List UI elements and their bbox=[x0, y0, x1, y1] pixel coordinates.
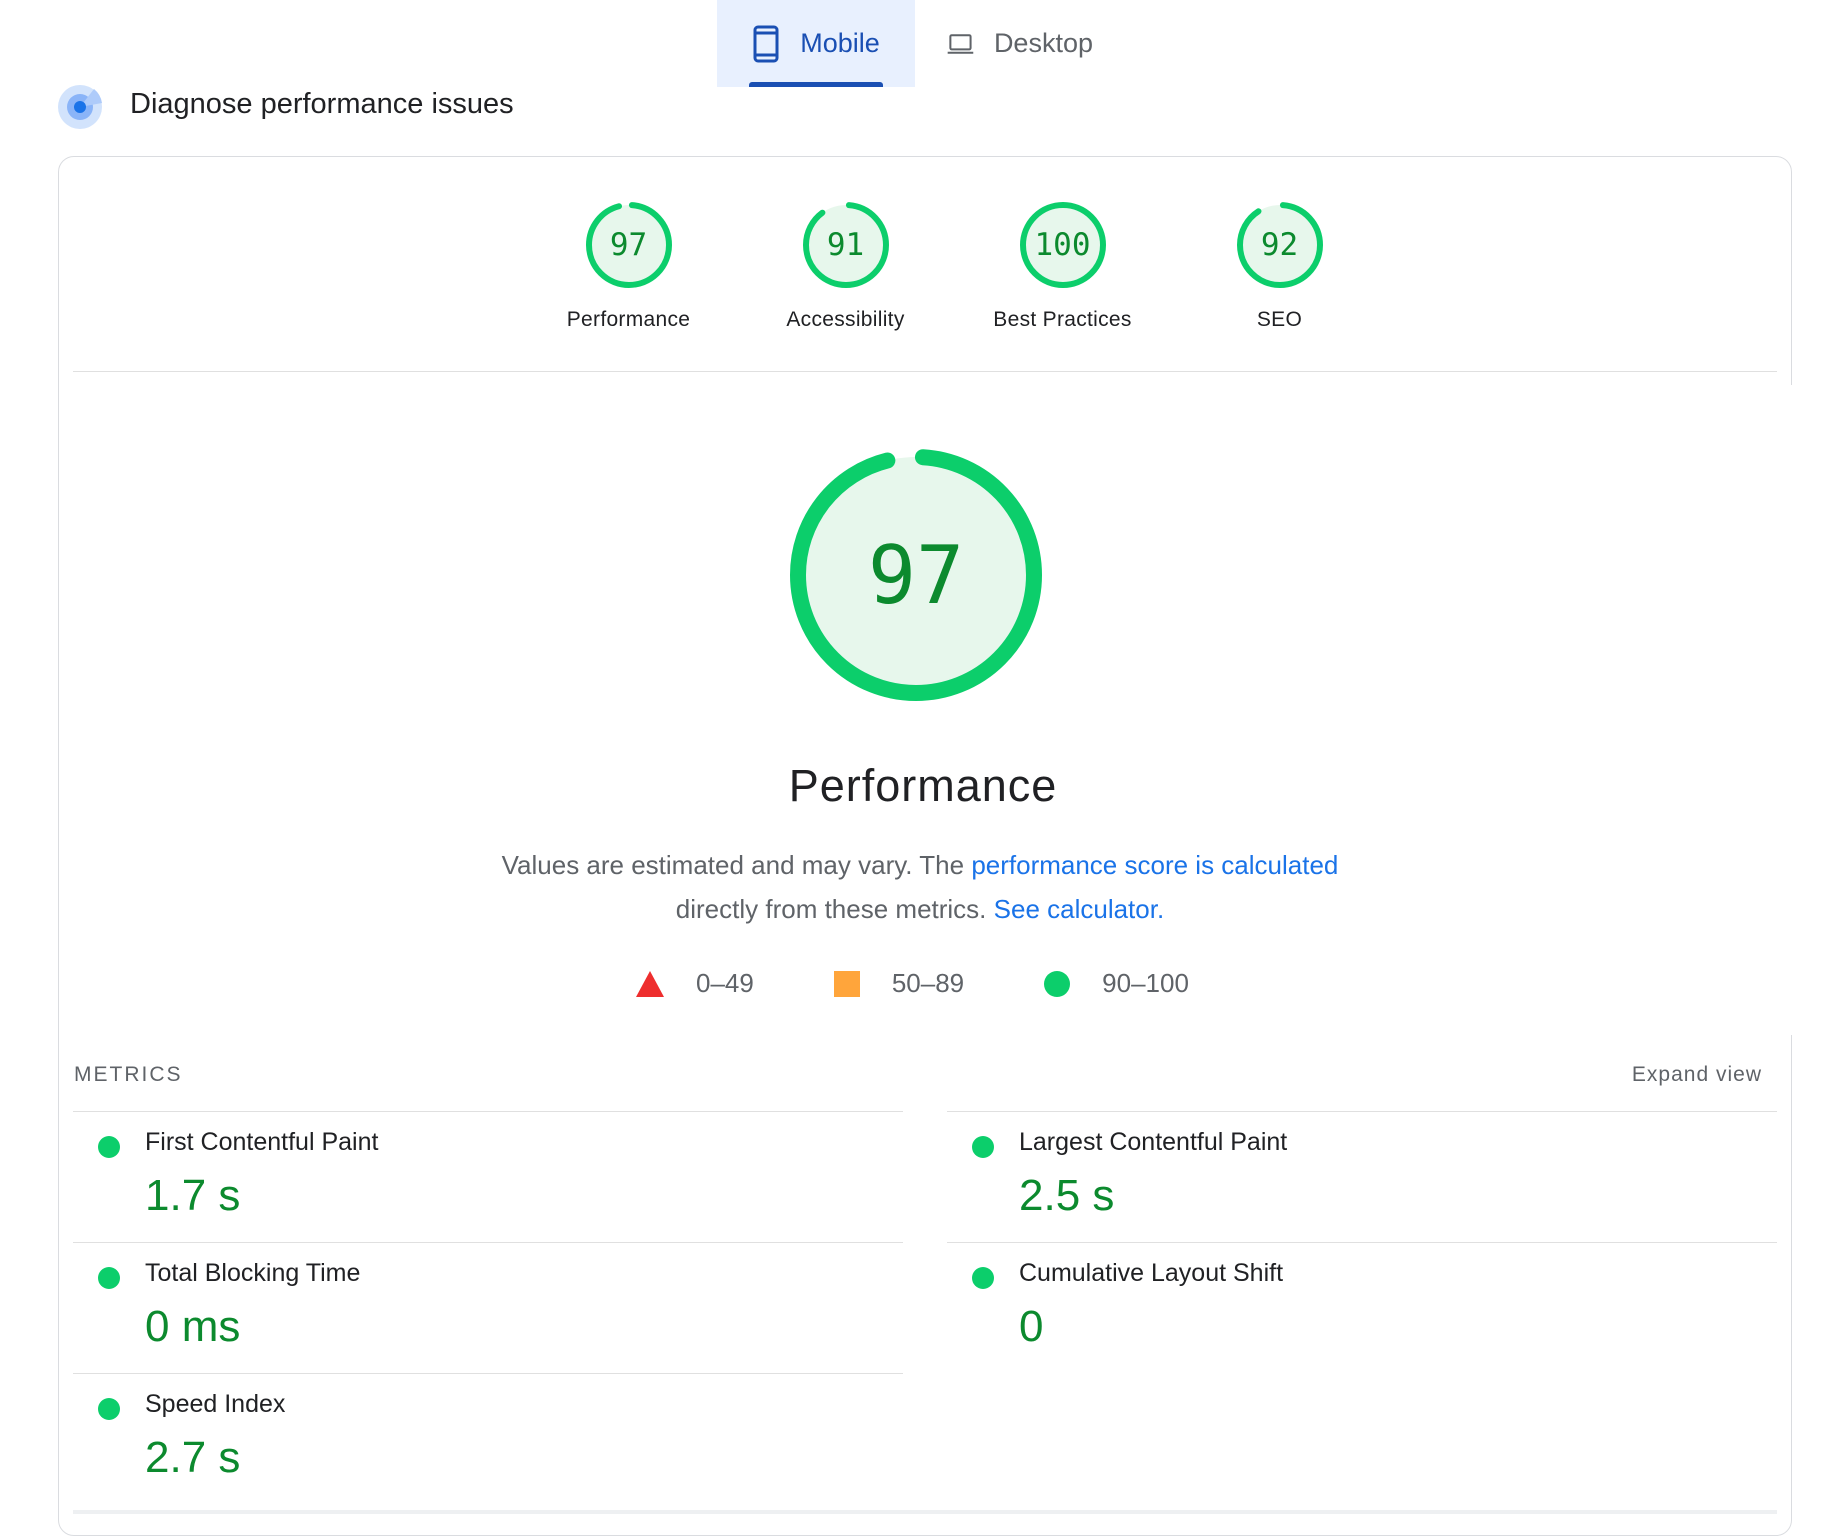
score-gauge: 100 bbox=[1018, 200, 1108, 290]
card-edge-gap bbox=[1784, 385, 1796, 1035]
category-label: Accessibility bbox=[786, 308, 905, 331]
expand-view-button[interactable]: Expand view bbox=[1631, 1063, 1762, 1086]
legend-range: 50–89 bbox=[891, 968, 965, 998]
device-tabs: Mobile Desktop bbox=[717, 0, 1125, 87]
metric-name: Speed Index bbox=[145, 1390, 286, 1418]
score-gauge: 97 bbox=[584, 200, 674, 290]
score-calculated-link[interactable]: performance score is calculated bbox=[971, 850, 1339, 880]
see-calculator-link[interactable]: See calculator. bbox=[993, 894, 1165, 924]
divider bbox=[73, 1373, 903, 1374]
description-text: directly from these metrics. bbox=[675, 894, 994, 924]
metric-value: 0 ms bbox=[145, 1302, 241, 1351]
metric-total-blocking-time: Total Blocking Time 0 ms bbox=[73, 1242, 903, 1372]
category-performance[interactable]: 97 Performance bbox=[520, 200, 737, 332]
metric-value: 2.7 s bbox=[145, 1433, 241, 1482]
metric-value: 2.5 s bbox=[1019, 1171, 1115, 1220]
score-value: 97 bbox=[609, 227, 648, 263]
metric-name: Largest Contentful Paint bbox=[1019, 1128, 1288, 1156]
legend-item-pass: 90–100 bbox=[1044, 968, 1189, 999]
pass-dot-icon bbox=[98, 1267, 120, 1289]
category-label: SEO bbox=[1256, 308, 1303, 331]
pass-dot-icon bbox=[98, 1398, 120, 1420]
metric-name: Total Blocking Time bbox=[145, 1259, 361, 1287]
triangle-icon bbox=[636, 970, 664, 997]
metric-value: 1.7 s bbox=[145, 1171, 241, 1220]
metric-name: First Contentful Paint bbox=[145, 1128, 379, 1156]
pass-dot-icon bbox=[98, 1136, 120, 1158]
score-value: 100 bbox=[1034, 227, 1091, 263]
metric-value: 0 bbox=[1019, 1302, 1044, 1351]
score-gauge: 91 bbox=[801, 200, 891, 290]
description-text: Values are estimated and may vary. The bbox=[501, 850, 972, 880]
metric-speed-index: Speed Index 2.7 s bbox=[73, 1373, 903, 1503]
tab-desktop-label: Desktop bbox=[993, 28, 1093, 58]
category-label: Best Practices bbox=[993, 308, 1132, 331]
section-title: Diagnose performance issues bbox=[130, 88, 514, 120]
divider bbox=[73, 1111, 903, 1112]
laptop-icon bbox=[947, 33, 974, 54]
pass-dot-icon bbox=[972, 1267, 994, 1289]
divider bbox=[947, 1111, 1777, 1112]
metrics-header: METRICS bbox=[74, 1063, 183, 1086]
radar-target-icon bbox=[58, 85, 102, 129]
category-label: Performance bbox=[566, 308, 691, 331]
performance-description: Values are estimated and may vary. The p… bbox=[500, 843, 1340, 931]
tab-mobile-label: Mobile bbox=[800, 28, 880, 58]
category-gauges: 97 Performance 91 Accessibility 100 Best… bbox=[520, 200, 1388, 332]
legend-item-fail: 0–49 bbox=[636, 968, 754, 999]
metric-cumulative-layout-shift: Cumulative Layout Shift 0 bbox=[947, 1242, 1777, 1372]
divider bbox=[73, 1510, 1777, 1514]
metric-first-contentful-paint: First Contentful Paint 1.7 s bbox=[73, 1111, 903, 1241]
category-accessibility[interactable]: 91 Accessibility bbox=[737, 200, 954, 332]
divider bbox=[73, 1242, 903, 1243]
category-best-practices[interactable]: 100 Best Practices bbox=[954, 200, 1171, 332]
metric-largest-contentful-paint: Largest Contentful Paint 2.5 s bbox=[947, 1111, 1777, 1241]
pass-dot-icon bbox=[972, 1136, 994, 1158]
score-gauge: 92 bbox=[1235, 200, 1325, 290]
tab-active-indicator bbox=[749, 82, 883, 87]
performance-title: Performance bbox=[788, 760, 1058, 811]
score-value: 92 bbox=[1260, 227, 1299, 263]
square-icon bbox=[833, 970, 860, 997]
legend-range: 0–49 bbox=[696, 968, 754, 998]
legend-item-average: 50–89 bbox=[833, 968, 965, 999]
category-seo[interactable]: 92 SEO bbox=[1171, 200, 1388, 332]
metric-name: Cumulative Layout Shift bbox=[1019, 1259, 1284, 1287]
mobile-phone-icon bbox=[753, 25, 779, 62]
score-value: 91 bbox=[826, 227, 865, 263]
performance-gauge-large: 97 bbox=[786, 445, 1046, 705]
tab-mobile[interactable]: Mobile bbox=[717, 0, 915, 87]
divider bbox=[73, 371, 1777, 372]
score-legend: 0–49 50–89 90–100 bbox=[636, 968, 1189, 999]
circle-icon bbox=[1044, 970, 1071, 997]
performance-score-large: 97 bbox=[867, 528, 965, 622]
legend-range: 90–100 bbox=[1102, 968, 1189, 998]
divider bbox=[947, 1242, 1777, 1243]
tab-desktop[interactable]: Desktop bbox=[915, 0, 1125, 87]
